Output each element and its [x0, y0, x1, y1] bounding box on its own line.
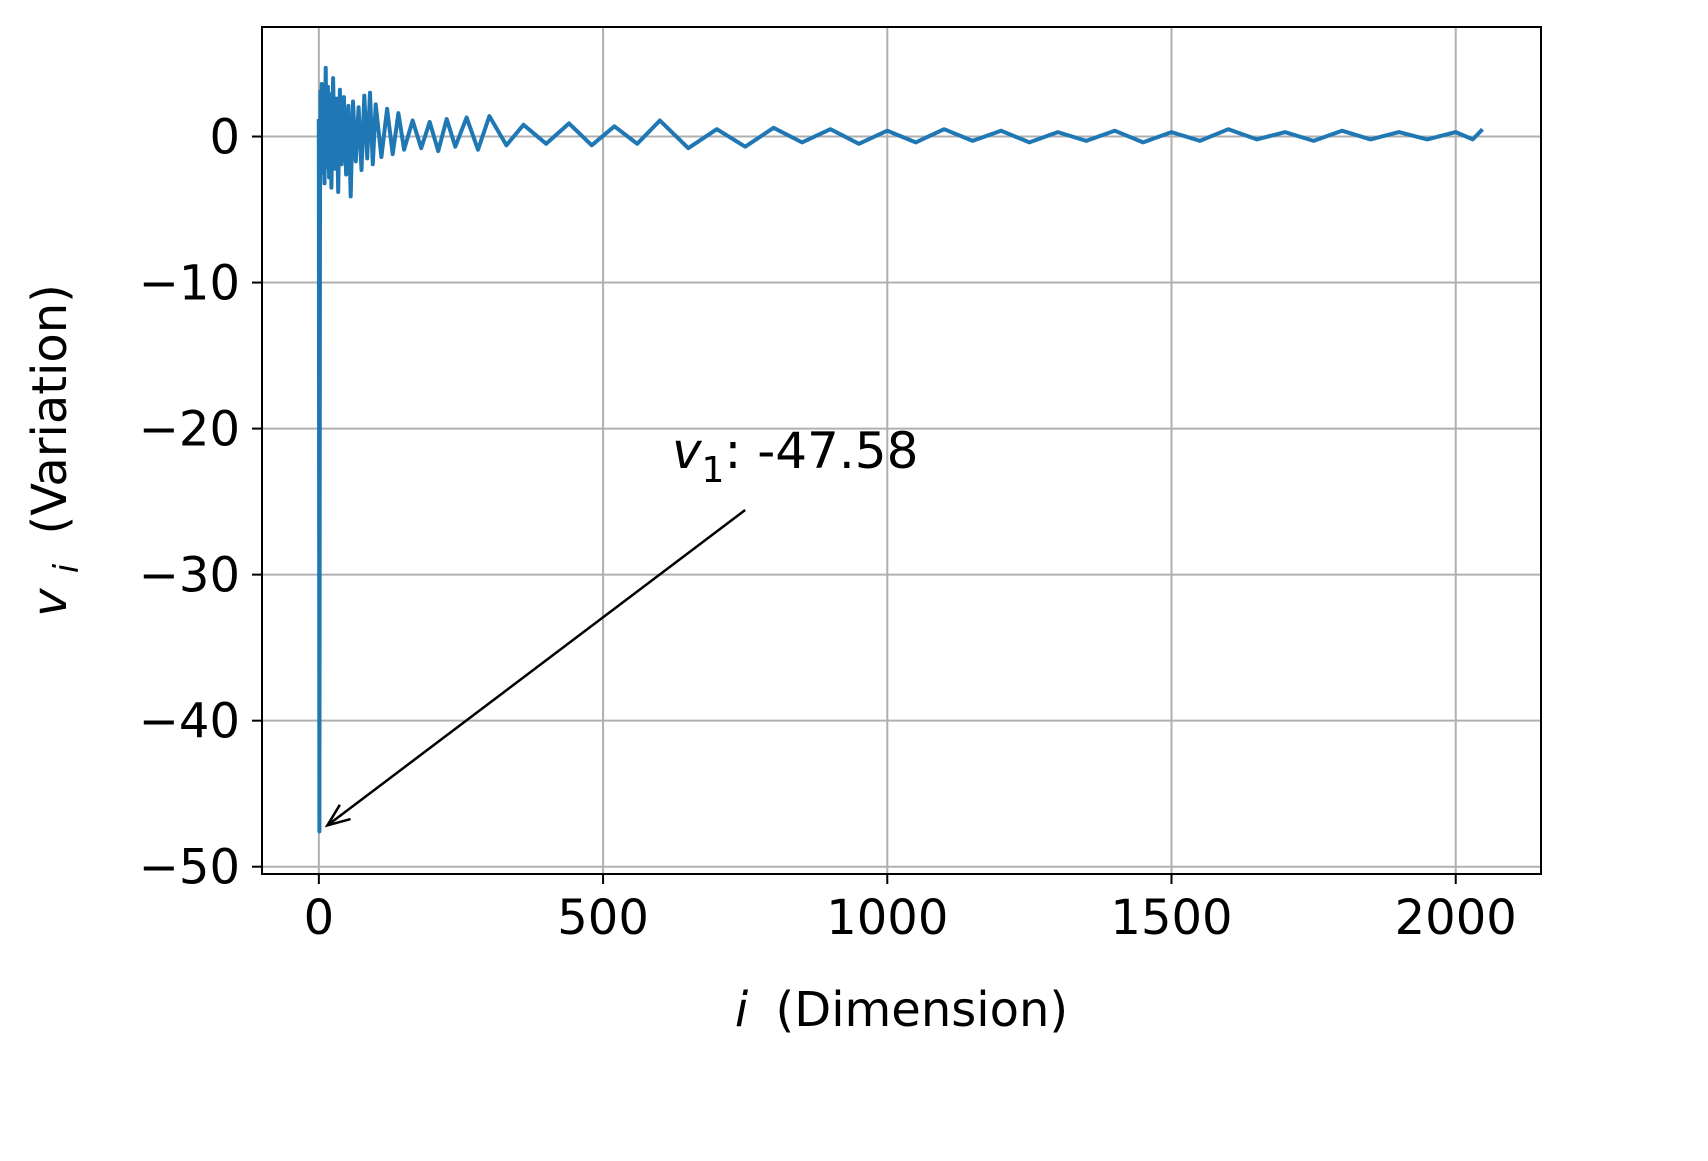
- x-tick-label: 500: [557, 890, 649, 946]
- annotation-var: v: [672, 422, 703, 480]
- y-tick-label: −50: [139, 840, 240, 896]
- tick-labels: 0 500 1000 1500 2000 0 −10 −20 −30 −40 −50: [139, 110, 1517, 946]
- y-axis-label-sub: i: [47, 563, 87, 573]
- plot-frame: [261, 26, 1542, 875]
- annotation-group: v1: -47.58: [324, 422, 918, 828]
- x-axis-label-text: (Dimension): [776, 982, 1069, 1038]
- y-tick-label: 0: [209, 110, 240, 166]
- x-tick-label: 1500: [1110, 890, 1232, 946]
- x-axis-label-var: i: [735, 982, 749, 1038]
- x-tick-label: 0: [304, 890, 335, 946]
- y-axis-label-text: (Variation): [22, 284, 78, 534]
- y-tick-label: −20: [139, 402, 240, 458]
- annotation-sub: 1: [702, 450, 725, 491]
- x-tick-label: 2000: [1395, 890, 1517, 946]
- y-axis-label: v i (Variation): [22, 284, 90, 617]
- y-tick-label: −30: [139, 548, 240, 604]
- tick-marks: [252, 135, 1457, 884]
- annotation-text: v1: -47.58: [672, 422, 918, 491]
- annotation-arrowhead: [324, 804, 351, 828]
- series-line: [316, 65, 1484, 834]
- y-axis-label-var: v: [22, 588, 78, 617]
- annotation-arrow: [326, 509, 746, 827]
- series-group: [316, 65, 1484, 834]
- x-tick-label: 1000: [826, 890, 948, 946]
- x-axis-label: i (Dimension): [735, 982, 1068, 1038]
- y-tick-label: −10: [139, 256, 240, 312]
- grid-lines: [262, 27, 1541, 874]
- y-tick-label: −40: [139, 694, 240, 750]
- annotation-value: : -47.58: [724, 422, 918, 480]
